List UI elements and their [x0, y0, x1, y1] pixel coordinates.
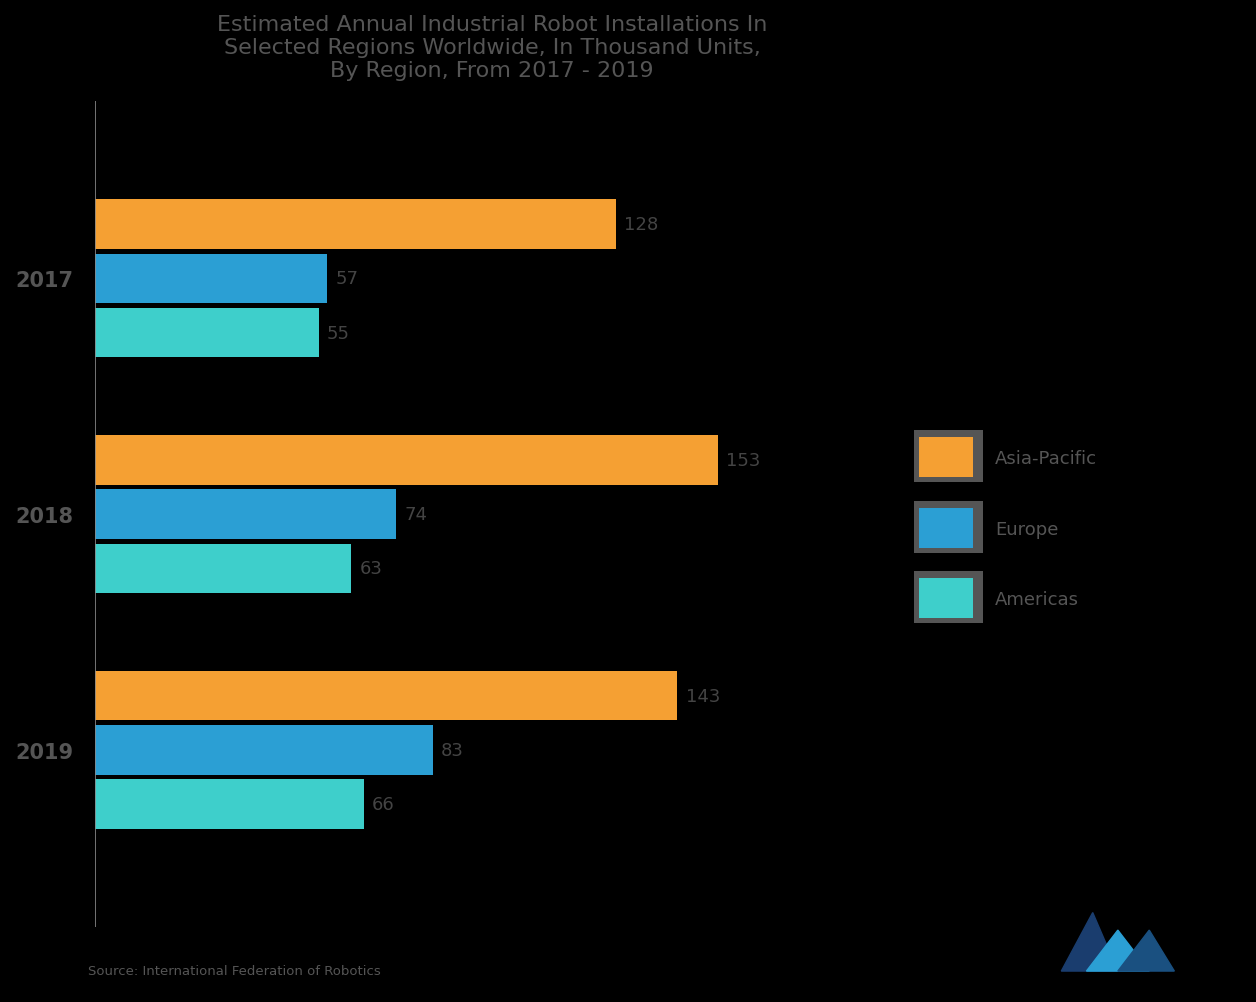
Text: Europe: Europe: [995, 520, 1058, 538]
Text: Asia-Pacific: Asia-Pacific: [995, 450, 1096, 468]
Text: 66: 66: [372, 796, 394, 814]
Bar: [94, 725, 433, 775]
Title: Estimated Annual Industrial Robot Installations In
Selected Regions Worldwide, I: Estimated Annual Industrial Robot Instal…: [217, 15, 767, 81]
Polygon shape: [1061, 913, 1118, 971]
Polygon shape: [1118, 930, 1174, 971]
Text: 143: 143: [686, 687, 720, 705]
Bar: [94, 780, 364, 829]
Bar: [94, 436, 718, 485]
Bar: [94, 671, 677, 720]
Text: Americas: Americas: [995, 590, 1079, 608]
Text: 128: 128: [624, 215, 658, 233]
Text: 153: 153: [726, 452, 761, 469]
Text: 83: 83: [441, 741, 463, 760]
Text: 74: 74: [404, 506, 427, 524]
Polygon shape: [1086, 930, 1149, 971]
Bar: [94, 309, 319, 358]
Text: 55: 55: [327, 325, 350, 342]
Bar: [94, 200, 617, 249]
Bar: [94, 490, 396, 539]
Bar: [94, 544, 352, 593]
Bar: [94, 255, 327, 304]
Text: 63: 63: [359, 560, 382, 578]
Text: 57: 57: [335, 270, 358, 288]
Text: Source: International Federation of Robotics: Source: International Federation of Robo…: [88, 964, 381, 977]
